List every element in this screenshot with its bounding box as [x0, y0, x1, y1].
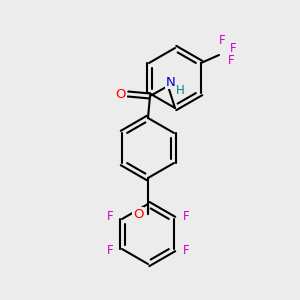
- Text: N: N: [166, 76, 176, 88]
- Text: F: F: [183, 211, 189, 224]
- Text: F: F: [219, 34, 225, 47]
- Text: F: F: [183, 244, 189, 257]
- Text: F: F: [230, 43, 236, 56]
- Text: F: F: [228, 53, 234, 67]
- Text: O: O: [133, 208, 143, 220]
- Text: F: F: [107, 211, 113, 224]
- Text: F: F: [107, 244, 113, 257]
- Text: O: O: [116, 88, 126, 100]
- Text: H: H: [176, 83, 184, 97]
